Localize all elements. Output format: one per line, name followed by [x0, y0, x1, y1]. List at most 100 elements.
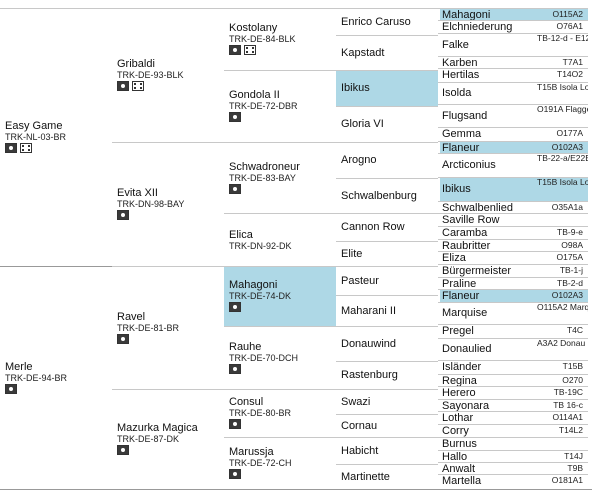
horse-name: Isländer [442, 361, 482, 373]
horse-cell[interactable]: Martinette [336, 464, 438, 489]
photo-icon[interactable] [229, 364, 241, 374]
horse-cell[interactable]: Elica TRK-DN-92-DK [224, 213, 336, 266]
horse-cell[interactable]: Herero TB-19C [440, 386, 588, 399]
media-icons [229, 45, 256, 56]
row-divider [336, 213, 438, 214]
horse-cell[interactable]: Cornau [336, 414, 438, 437]
horse-cell[interactable]: Rauhe TRK-DE-70-DCH [224, 326, 336, 389]
horse-cell[interactable]: Caramba TB-9-e [440, 226, 588, 239]
horse-cell[interactable]: Elite [336, 241, 438, 266]
horse-cell[interactable]: Arcticonius TB-22-a/E22B [440, 153, 588, 177]
media-icons [117, 445, 129, 456]
horse-cell[interactable]: Regina O270 [440, 374, 588, 386]
horse-name: Habicht [341, 444, 379, 457]
horse-cell[interactable]: Enrico Caruso [336, 8, 438, 35]
row-divider [336, 361, 438, 362]
horse-cell[interactable]: Isolda T15B Isola Longa [440, 82, 588, 104]
horse-cell[interactable]: Maharani II [336, 295, 438, 326]
horse-cell[interactable]: Donauwind [336, 326, 438, 361]
horse-cell[interactable]: Kapstadt [336, 35, 438, 70]
row-divider [438, 338, 588, 339]
horse-cell[interactable]: Ravel TRK-DE-81-BR [112, 266, 224, 389]
horse-cell[interactable]: Hallo T14J [440, 450, 588, 462]
horse-name: Marquise [442, 307, 488, 319]
horse-cell[interactable]: Ibikus T15B Isola Longe [440, 177, 588, 201]
horse-cell[interactable]: Lothar O114A1 [440, 411, 588, 424]
horse-registration: T4C [566, 325, 583, 335]
video-icon[interactable] [244, 45, 256, 55]
horse-cell[interactable]: Consul TRK-DE-80-BR [224, 389, 336, 437]
horse-cell[interactable]: Schwalbenburg [336, 178, 438, 213]
horse-cell[interactable]: Rastenburg [336, 361, 438, 389]
row-divider [112, 142, 224, 143]
horse-cell[interactable]: Evita XII TRK-DN-98-BAY [112, 142, 224, 266]
row-divider [438, 450, 588, 451]
photo-icon[interactable] [229, 184, 241, 194]
horse-cell[interactable]: Mazurka Magica TRK-DE-87-DK [112, 389, 224, 489]
horse-cell[interactable]: Mahagoni O115A2 [440, 8, 588, 20]
horse-cell[interactable]: Corry T14L2 [440, 424, 588, 437]
horse-cell[interactable]: Arogno [336, 142, 438, 178]
horse-registration: TB-22-a/E22B [537, 153, 588, 163]
horse-cell[interactable]: Gribaldi TRK-DE-93-BLK [112, 8, 224, 142]
photo-icon[interactable] [229, 469, 241, 479]
horse-cell[interactable]: Eliza O175A [440, 251, 588, 264]
row-divider [438, 33, 588, 34]
horse-cell[interactable]: Hertilas T14O2 [440, 68, 588, 82]
horse-cell[interactable]: Cannon Row [336, 213, 438, 241]
horse-registration: O181A1 [551, 475, 583, 485]
photo-icon[interactable] [229, 45, 241, 55]
horse-cell[interactable]: Ibikus [336, 70, 438, 106]
horse-cell[interactable]: Sayonara TB 16-c [440, 399, 588, 411]
row-divider [438, 68, 588, 69]
horse-cell[interactable]: Pregel T4C [440, 324, 588, 338]
photo-icon[interactable] [229, 112, 241, 122]
horse-cell[interactable]: Merle TRK-DE-94-BR [0, 266, 112, 489]
photo-icon[interactable] [117, 445, 129, 455]
photo-icon[interactable] [229, 419, 241, 429]
horse-cell[interactable]: Bürgermeister TB-1-j [440, 264, 588, 277]
horse-cell[interactable]: Karben T7A1 [440, 56, 588, 68]
photo-icon[interactable] [5, 384, 17, 394]
horse-cell[interactable]: Kostolany TRK-DE-84-BLK [224, 8, 336, 70]
horse-cell[interactable]: Schwadroneur TRK-DE-83-BAY [224, 142, 336, 213]
horse-cell[interactable]: Anwalt T9B [440, 462, 588, 474]
row-divider [438, 153, 588, 154]
horse-cell[interactable]: Gondola II TRK-DE-72-DBR [224, 70, 336, 142]
horse-cell[interactable]: Falke TB-12-d - E12B1 [440, 33, 588, 56]
horse-cell[interactable]: Flugsand O191A Flagge [440, 104, 588, 127]
horse-cell[interactable]: Saville Row [440, 213, 588, 226]
horse-name: Corry [442, 425, 469, 437]
photo-icon[interactable] [117, 210, 129, 220]
horse-cell[interactable]: Flaneur O102A3 [440, 141, 588, 153]
horse-cell[interactable]: Isländer T15B [440, 360, 588, 374]
horse-cell[interactable]: Donaulied A3A2 Donau [440, 338, 588, 360]
horse-cell[interactable]: Marussja TRK-DE-72-CH [224, 437, 336, 489]
horse-cell[interactable]: Raubritter O98A [440, 239, 588, 251]
horse-cell[interactable]: Mahagoni TRK-DE-74-DK [224, 266, 336, 326]
horse-cell[interactable]: Schwalbenlied O35A1a [440, 201, 588, 213]
video-icon[interactable] [132, 81, 144, 91]
horse-cell[interactable]: Burnus [440, 437, 588, 450]
horse-cell[interactable]: Easy Game TRK-NL-03-BR [0, 8, 112, 266]
row-divider [336, 389, 438, 390]
horse-cell[interactable]: Elchniederung O76A1 [440, 20, 588, 33]
video-icon[interactable] [20, 143, 32, 153]
row-divider [438, 56, 588, 57]
horse-cell[interactable]: Swazi [336, 389, 438, 414]
row-divider [438, 127, 588, 128]
photo-icon[interactable] [117, 334, 129, 344]
horse-registration: T14O2 [557, 69, 583, 79]
horse-cell[interactable]: Marquise O115A2 Marquise [440, 302, 588, 324]
photo-icon[interactable] [5, 143, 17, 153]
horse-cell[interactable]: Gloria VI [336, 106, 438, 142]
horse-cell[interactable]: Habicht [336, 437, 438, 464]
horse-cell[interactable]: Pasteur [336, 266, 438, 295]
photo-icon[interactable] [117, 81, 129, 91]
horse-cell[interactable]: Gemma O177A [440, 127, 588, 141]
horse-cell[interactable]: Flaneur O102A3 [440, 289, 588, 302]
horse-cell[interactable]: Praline TB-2-d [440, 277, 588, 289]
horse-cell[interactable]: Martella O181A1 [440, 474, 588, 489]
photo-icon[interactable] [229, 302, 241, 312]
horse-registration: TB-12-d - E12B1 [537, 33, 588, 43]
